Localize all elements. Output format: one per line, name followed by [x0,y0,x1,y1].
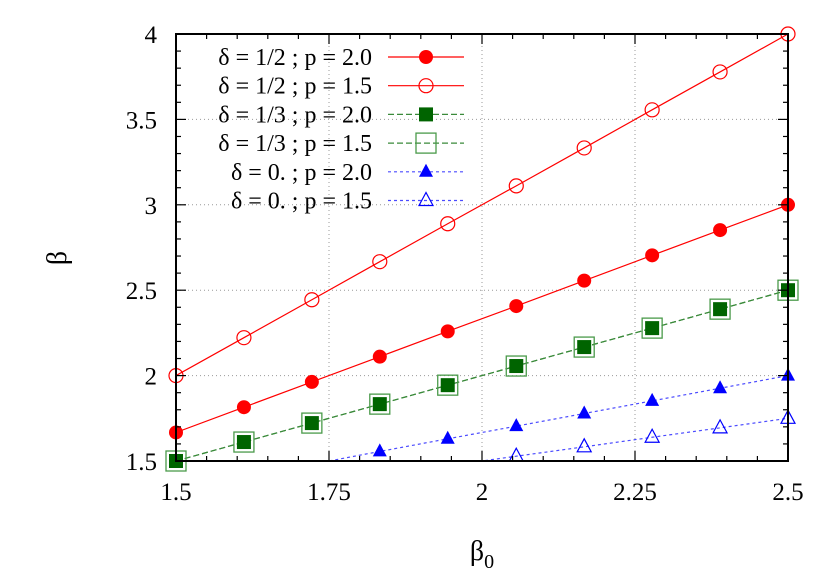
data-point [573,336,595,358]
data-point [576,140,592,156]
data-point [301,412,323,434]
series-line [176,289,788,461]
x-tick-label: 2 [476,479,489,506]
data-point [505,355,527,377]
data-point [645,321,660,336]
data-point [645,392,660,406]
series-line [176,34,788,377]
legend-label: δ = 0. ; p = 2.0 [231,160,372,186]
data-point [577,340,592,355]
legend-label: δ = 0. ; p = 1.5 [231,189,372,215]
y-tick-labels: 1.5 2 2.5 3 3.5 4 [126,22,158,476]
data-point [440,378,455,393]
data-point [712,64,728,80]
data-point [418,78,434,94]
data-point [369,393,391,415]
x-tick-label: 1.75 [307,479,351,506]
data-point [236,435,251,450]
series-group [176,34,788,461]
data-point [644,427,661,443]
legend: δ = 1/2 ; p = 2.0δ = 1/2 ; p = 1.5δ = 1/… [218,45,464,215]
data-point [372,397,387,412]
data-point [440,324,455,339]
x-tick-label: 2.5 [772,479,803,506]
data-point [372,254,388,270]
y-tick-label: 2.5 [126,278,157,305]
legend-label: δ = 1/3 ; p = 1.5 [218,131,372,157]
y-tick-label: 1.5 [126,449,157,476]
data-point [577,273,592,288]
data-point [440,216,456,232]
data-point [417,191,435,207]
x-axis-title: β0 [470,536,494,573]
legend-label: δ = 1/3 ; p = 2.0 [218,102,372,128]
data-point [236,400,251,415]
axis-ticks [175,33,789,462]
data-point [304,416,319,431]
y-tick-label: 3 [145,193,158,220]
data-point [645,248,660,263]
data-point [437,374,459,396]
data-point [372,443,387,457]
data-point [713,302,728,317]
data-point [644,102,660,118]
data-point [419,50,433,64]
x-tick-label: 2.25 [613,479,657,506]
data-point [419,163,433,177]
y-tick-label: 2 [145,364,158,391]
data-point [304,374,319,389]
data-point [304,292,320,308]
y-tick-label: 3.5 [126,107,157,134]
data-point [709,298,731,320]
x-tick-labels: 1.5 1.75 2 2.25 2.5 [160,479,803,506]
series-line [176,204,788,434]
data-point [415,132,437,154]
data-point [233,431,255,453]
data-point [236,330,252,346]
series-line [325,375,788,461]
data-point [372,349,387,364]
legend-label: δ = 1/2 ; p = 2.0 [218,45,372,71]
data-point [508,178,524,194]
data-point [712,418,729,434]
data-point [713,223,728,238]
legend-label: δ = 1/2 ; p = 1.5 [218,74,372,100]
data-point [508,446,525,462]
data-point [509,359,524,374]
y-axis-title: β [42,251,73,265]
x-tick-label: 1.5 [160,479,191,506]
data-point [713,380,728,394]
data-point [576,437,593,453]
data-point [577,405,592,419]
data-point [509,299,524,314]
y-tick-label: 4 [145,22,158,49]
data-point [641,317,663,339]
data-point [419,107,433,122]
data-point [509,418,524,432]
data-point [440,430,455,444]
